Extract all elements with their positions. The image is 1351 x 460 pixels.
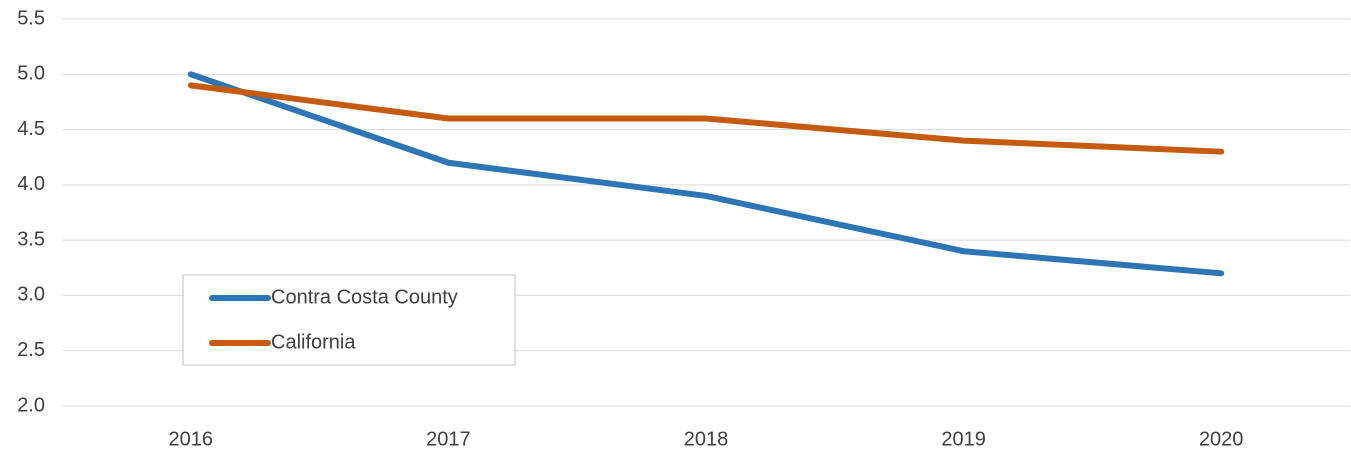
x-tick-label: 2018 — [684, 428, 729, 450]
x-tick-label: 2019 — [941, 428, 986, 450]
y-tick-label: 4.5 — [17, 118, 45, 140]
x-tick-label: 2016 — [169, 428, 214, 450]
y-tick-label: 3.5 — [17, 228, 45, 250]
legend-label: Contra Costa County — [271, 286, 458, 308]
series-line — [187, 82, 1225, 155]
x-tick-label: 2020 — [1199, 428, 1244, 450]
y-tick-label: 3.0 — [17, 284, 45, 306]
y-tick-label: 5.0 — [17, 63, 45, 85]
y-tick-label: 4.0 — [17, 173, 45, 195]
series-line — [187, 71, 1225, 277]
y-tick-label: 2.0 — [17, 394, 45, 416]
y-tick-label: 2.5 — [17, 339, 45, 361]
legend-label: California — [271, 331, 356, 353]
y-tick-label: 5.5 — [17, 7, 45, 29]
legend-box — [182, 274, 516, 366]
x-tick-label: 2017 — [426, 428, 471, 450]
